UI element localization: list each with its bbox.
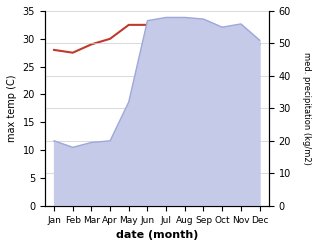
X-axis label: date (month): date (month): [116, 230, 198, 240]
Y-axis label: med. precipitation (kg/m2): med. precipitation (kg/m2): [302, 52, 311, 165]
Y-axis label: max temp (C): max temp (C): [7, 75, 17, 142]
